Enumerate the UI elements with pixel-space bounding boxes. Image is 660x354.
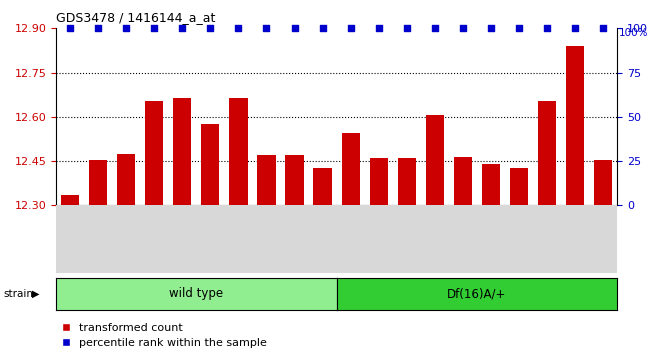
Point <box>177 25 187 31</box>
Point <box>261 25 272 31</box>
Bar <box>397 158 416 205</box>
Point <box>93 25 104 31</box>
Text: GDS3478 / 1416144_a_at: GDS3478 / 1416144_a_at <box>56 11 215 24</box>
Point <box>513 25 524 31</box>
Text: Df(16)A/+: Df(16)A/+ <box>447 287 506 300</box>
Bar <box>453 157 472 205</box>
Legend: transformed count, percentile rank within the sample: transformed count, percentile rank withi… <box>61 322 267 348</box>
Point <box>430 25 440 31</box>
Bar <box>173 98 191 205</box>
Bar <box>538 101 556 205</box>
Bar <box>341 133 360 205</box>
Bar <box>285 155 304 205</box>
Bar <box>370 158 388 205</box>
Point <box>205 25 216 31</box>
Point <box>542 25 552 31</box>
Point <box>598 25 609 31</box>
Point <box>233 25 244 31</box>
Point <box>457 25 468 31</box>
Point <box>65 25 75 31</box>
Point <box>345 25 356 31</box>
Point <box>317 25 328 31</box>
Bar <box>510 169 528 205</box>
Point <box>289 25 300 31</box>
Point <box>401 25 412 31</box>
Bar <box>145 101 164 205</box>
Bar <box>426 115 444 205</box>
Text: strain: strain <box>3 289 33 299</box>
Point <box>570 25 580 31</box>
Point <box>121 25 131 31</box>
Point <box>486 25 496 31</box>
Text: ▶: ▶ <box>32 289 39 299</box>
Bar <box>566 46 584 205</box>
Bar <box>89 160 108 205</box>
Point <box>149 25 160 31</box>
Bar <box>201 124 220 205</box>
Bar <box>229 98 248 205</box>
Text: 100%: 100% <box>618 28 648 38</box>
Text: wild type: wild type <box>169 287 224 300</box>
Bar <box>314 169 332 205</box>
Bar <box>257 155 276 205</box>
Bar <box>594 160 612 205</box>
Bar <box>61 195 79 205</box>
Bar <box>117 154 135 205</box>
Point <box>374 25 384 31</box>
Bar <box>482 164 500 205</box>
